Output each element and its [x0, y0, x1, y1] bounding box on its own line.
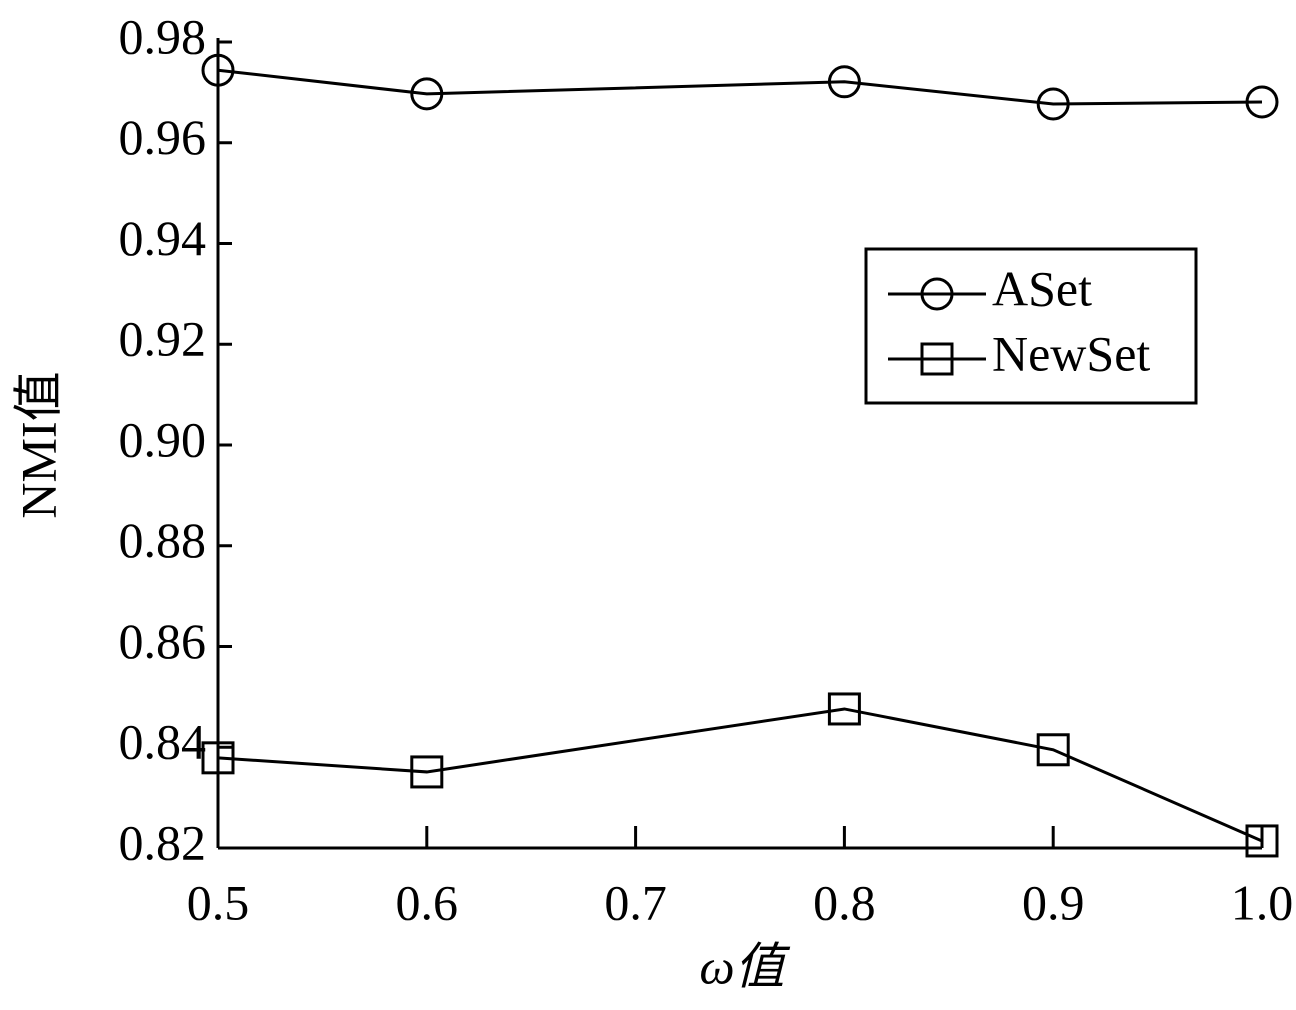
y-axis-label: NMI值 — [10, 371, 66, 518]
marker — [827, 692, 861, 726]
legend-marker — [920, 277, 954, 311]
y-tick-label: 0.92 — [119, 311, 207, 367]
y-tick-label: 0.98 — [119, 8, 207, 64]
x-tick-label: 0.9 — [1022, 874, 1085, 930]
line — [217, 707, 1263, 843]
marker — [1036, 87, 1070, 121]
x-tick-label: 0.6 — [396, 874, 459, 930]
y-tick-label: 0.82 — [119, 814, 207, 870]
x-tick-label: 0.8 — [813, 874, 876, 930]
marker — [1245, 824, 1279, 858]
y-tick-label: 0.84 — [119, 714, 207, 770]
y-tick-label: 0.88 — [119, 512, 207, 568]
legend-label: ASet — [992, 260, 1092, 316]
marker — [1036, 733, 1070, 767]
x-axis-label: ω值 — [699, 938, 790, 994]
y-tick-label: 0.96 — [119, 109, 207, 165]
x-tick-label: 1.0 — [1231, 874, 1294, 930]
line — [217, 68, 1263, 106]
y-tick-label: 0.86 — [119, 613, 207, 669]
legend-marker — [920, 342, 954, 376]
x-tick-label: 0.7 — [604, 874, 667, 930]
marker — [201, 53, 235, 87]
marker — [410, 755, 444, 789]
marker — [827, 65, 861, 99]
legend-box — [864, 247, 1198, 405]
legend-label: NewSet — [992, 325, 1150, 381]
marker — [201, 741, 235, 775]
marker — [410, 77, 444, 111]
marker — [1245, 85, 1279, 119]
y-tick-label: 0.90 — [119, 411, 207, 467]
y-tick-label: 0.94 — [119, 210, 207, 266]
x-tick-label: 0.5 — [187, 874, 250, 930]
